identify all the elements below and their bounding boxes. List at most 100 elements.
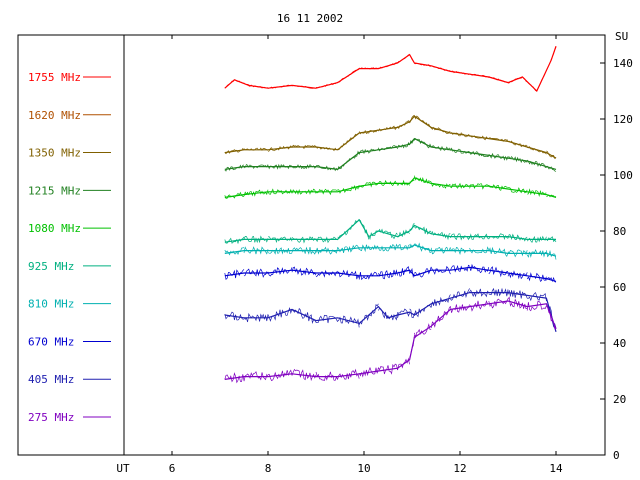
series-noise [409,114,415,124]
series-noise [469,263,490,274]
series-noise [507,186,528,194]
series-noise [337,218,360,239]
series-noise [414,323,432,339]
series-noise [337,269,360,280]
series-noise [267,306,293,322]
legend-label: 1350 MHz [28,147,81,160]
series-noise [291,246,317,255]
series-noise [224,191,245,199]
y-tick-label: 100 [613,169,633,182]
series-noise [527,188,547,197]
series-noise [267,247,293,255]
y-tick-label: 80 [613,225,626,238]
series-noise [337,315,360,328]
series-noise [409,139,415,146]
series-noise [337,368,360,380]
series-noise [450,70,470,76]
series-noise [224,164,245,172]
x-tick-label: 14 [549,462,563,475]
series-noise [291,236,317,244]
series-noise [546,236,557,243]
series-noise [337,185,360,194]
series-noise [430,265,451,275]
series-noise [507,155,528,164]
series-noise [315,146,338,152]
series-noise [450,304,470,313]
series-noise [359,67,379,70]
series-noise [315,164,338,172]
series-noise [267,267,293,277]
series-noise [450,264,470,273]
series-noise [397,141,410,149]
series-noise [358,271,379,281]
series-noise [267,163,293,170]
series-noise [224,311,245,321]
series-noise [397,357,410,371]
series-line [224,177,557,198]
series-noise [291,368,317,382]
series-noise [291,144,317,150]
series-noise [358,181,379,188]
series-noise [267,145,293,152]
series-noise [397,308,410,319]
series-noise [397,179,410,186]
series-noise [414,138,432,149]
legend-label: 1080 MHz [28,222,81,235]
series-noise [378,228,398,240]
series-noise [378,62,398,69]
series-noise [488,76,509,84]
series-noise [507,233,528,242]
series-noise [526,159,547,169]
series-noise [507,76,523,84]
series-noise [488,266,509,278]
series-noise [337,244,360,253]
series-noise [337,132,360,151]
series-noise [488,246,509,257]
x-tick-label: 10 [357,462,370,475]
series-noise [414,62,432,67]
series-noise [469,183,490,190]
series-noise [526,235,547,243]
series-noise [291,84,316,89]
y-tick-label: 0 [613,449,620,462]
series-noise [469,288,490,298]
series-noise [450,288,470,301]
series-noise [430,145,451,152]
series-noise [507,290,528,299]
series-line [224,292,557,332]
series-noise [291,163,317,170]
series-noise [450,247,470,256]
legend-label: 670 MHz [28,335,74,348]
chart-title: 16 11 2002 [277,12,343,25]
series-noise [488,137,509,142]
series-noise [409,179,415,183]
series-noise [397,243,410,251]
series-noise [337,68,360,83]
series-noise [315,246,338,255]
series-noise [488,298,509,309]
series-noise [267,188,293,195]
legend-label: 810 MHz [28,298,74,311]
plot-frame [17,34,606,456]
series-noise [536,59,552,91]
series-noise [243,235,269,244]
y-axis-label: SU [615,30,628,43]
series-noise [387,312,398,321]
series-noise [358,303,379,325]
series-noise [546,165,557,172]
y-tick-label: 60 [613,281,626,294]
x-axis-label: UT [116,462,130,475]
series-noise [315,82,338,88]
series-noise [469,73,489,78]
series-noise [243,371,269,382]
series-noise [450,131,470,138]
x-tick-label: 8 [265,462,272,475]
series-noise [224,79,235,89]
legend-label: 275 MHz [28,411,74,424]
series-noise [488,152,509,161]
series-noise [430,294,451,308]
y-tick-label: 40 [613,337,626,350]
series-noise [414,226,432,235]
series-line [224,115,557,159]
